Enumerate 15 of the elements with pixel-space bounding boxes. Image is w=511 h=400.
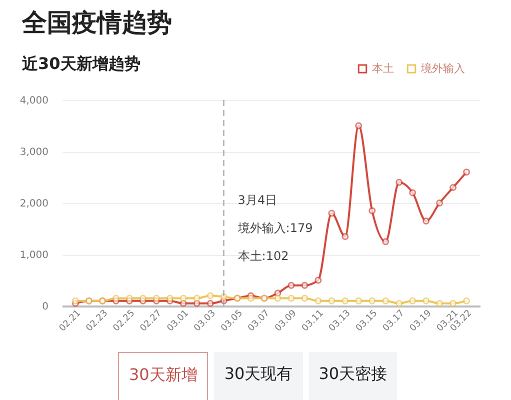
annotation: 3月4日 xyxy=(238,193,278,207)
chart-subtitle: 近30天新增趋势 xyxy=(22,54,140,75)
text: 30天新增 xyxy=(118,352,208,400)
y-tick-label: 3,000 xyxy=(20,147,48,158)
chart-title: 全国疫情趋势 xyxy=(22,7,172,39)
y-tick-label: 0 xyxy=(42,302,48,312)
legend-label: 本土 xyxy=(372,62,394,75)
legend-label: 境外输入 xyxy=(420,62,465,75)
text: 30天现有 xyxy=(214,352,303,400)
text: 30天密接 xyxy=(308,352,398,400)
y-tick-label: 1,000 xyxy=(20,250,48,261)
annotation: 境外输入:179 xyxy=(236,221,313,235)
annotation: 本土:102 xyxy=(238,249,289,263)
y-tick-label: 4,000 xyxy=(20,96,48,106)
y-tick-label: 2,000 xyxy=(20,198,48,210)
